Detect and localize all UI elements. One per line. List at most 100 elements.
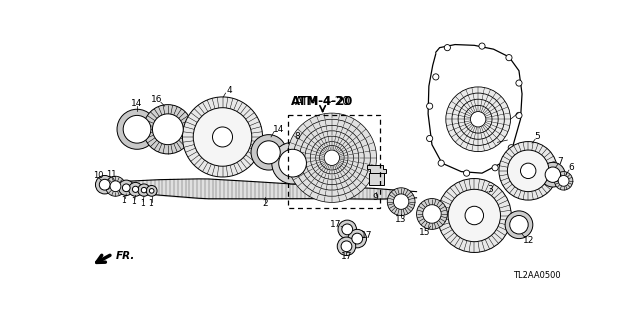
Circle shape [338,220,356,239]
Circle shape [422,205,441,223]
Circle shape [123,116,151,143]
Circle shape [444,44,451,51]
Text: 10: 10 [93,171,104,180]
Circle shape [337,237,356,256]
Circle shape [132,186,139,192]
Circle shape [505,211,533,239]
Circle shape [394,194,409,209]
Circle shape [516,80,522,86]
Polygon shape [369,173,384,186]
Circle shape [118,180,134,196]
Circle shape [348,229,367,248]
Circle shape [499,141,557,200]
Circle shape [122,184,130,192]
Circle shape [427,135,433,141]
Circle shape [452,93,504,145]
Text: 3: 3 [487,185,493,194]
Text: 14: 14 [131,99,143,108]
Circle shape [99,179,110,190]
Circle shape [117,109,157,149]
Text: 15: 15 [419,228,430,237]
Circle shape [279,149,307,177]
Circle shape [95,175,114,194]
Circle shape [541,162,565,187]
Text: 12: 12 [522,236,534,245]
Text: 4: 4 [227,86,232,95]
Text: 11: 11 [106,170,116,179]
Text: 2: 2 [262,199,268,208]
Circle shape [300,125,364,190]
Bar [288,116,380,208]
Polygon shape [367,165,386,173]
Text: 16: 16 [150,95,162,105]
Circle shape [293,119,371,196]
Circle shape [464,105,492,133]
Text: 1: 1 [132,197,136,206]
Circle shape [141,188,147,193]
Circle shape [516,112,522,118]
Circle shape [458,99,498,139]
Text: ATM-4-20: ATM-4-20 [291,95,354,108]
Circle shape [520,163,536,179]
Text: 17: 17 [361,231,372,240]
Circle shape [251,135,287,170]
Circle shape [427,103,433,109]
Circle shape [554,172,573,190]
Circle shape [129,182,143,196]
Text: 17: 17 [340,252,352,261]
Circle shape [147,186,157,196]
Text: 1: 1 [140,199,145,208]
Circle shape [257,141,280,164]
Text: ATM-4-20: ATM-4-20 [295,95,351,108]
Circle shape [341,241,352,252]
Text: 14: 14 [273,125,284,134]
Circle shape [287,113,376,203]
Circle shape [305,131,359,185]
Text: 5: 5 [534,132,540,141]
Circle shape [446,87,511,152]
Circle shape [149,188,154,193]
Circle shape [463,170,470,176]
Circle shape [437,179,511,252]
Text: 13: 13 [396,215,407,224]
Text: 9: 9 [373,193,379,202]
Circle shape [479,43,485,49]
Circle shape [182,97,262,177]
Circle shape [319,145,344,170]
Circle shape [316,141,348,174]
Circle shape [465,206,484,225]
Circle shape [310,136,353,179]
Circle shape [545,167,561,182]
Circle shape [558,175,569,186]
Circle shape [506,55,512,61]
Circle shape [438,160,444,166]
Circle shape [272,142,314,184]
Circle shape [342,224,353,235]
Circle shape [324,150,340,165]
Circle shape [387,188,415,215]
Circle shape [352,233,363,244]
Circle shape [212,127,232,147]
Text: 7: 7 [557,157,563,166]
Circle shape [110,181,121,192]
Circle shape [143,105,193,154]
Text: 6: 6 [568,163,574,172]
Text: 1: 1 [148,199,153,208]
Circle shape [492,165,498,171]
Circle shape [470,112,486,127]
Circle shape [433,74,439,80]
Circle shape [508,145,515,151]
Text: 17: 17 [330,220,342,229]
Text: FR.: FR. [116,251,136,260]
Circle shape [106,176,125,196]
Circle shape [193,108,252,166]
Circle shape [509,215,528,234]
Circle shape [508,150,549,192]
Text: 8: 8 [294,132,300,141]
Circle shape [417,198,447,229]
Text: TL2AA0500: TL2AA0500 [513,271,561,280]
Text: 1: 1 [122,196,126,204]
Circle shape [448,189,500,242]
Circle shape [138,184,150,196]
Circle shape [152,114,183,145]
